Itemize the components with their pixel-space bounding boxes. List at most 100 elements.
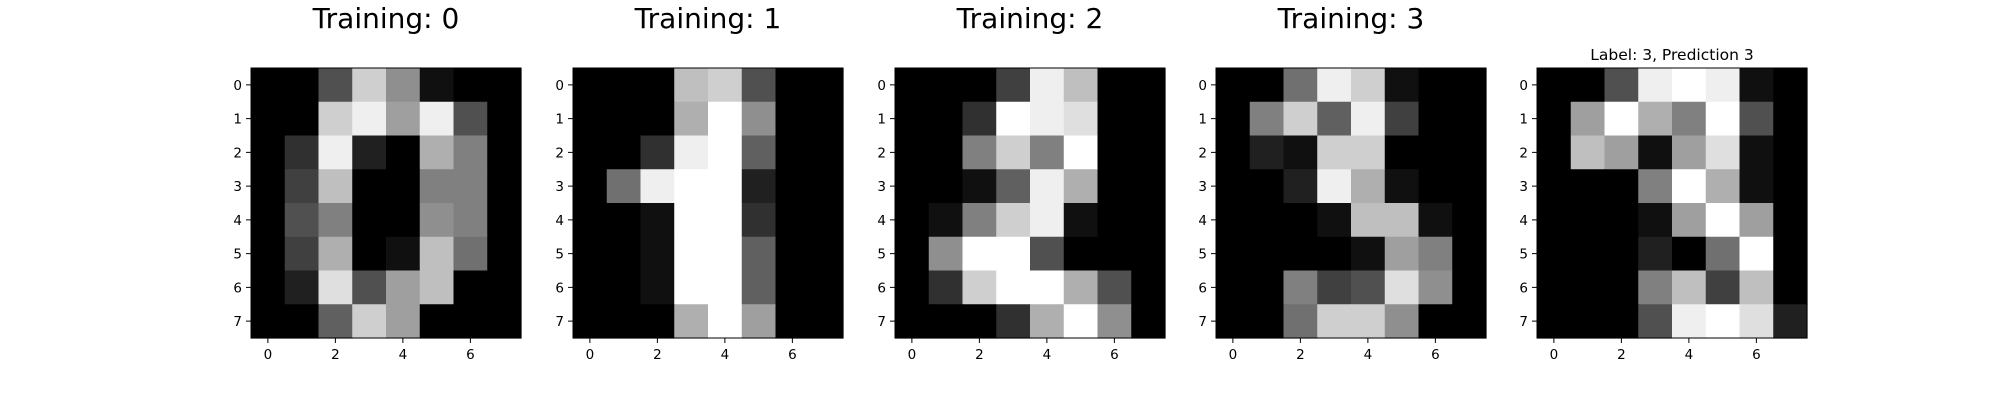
pixel-cell (1739, 135, 1774, 170)
pixel-cell (928, 68, 964, 103)
pixel-cell (1384, 101, 1420, 137)
pixel-cell (386, 304, 421, 339)
pixel-cell (1097, 203, 1132, 238)
y-tick-label: 0 (233, 78, 242, 94)
pixel-cell (352, 203, 387, 238)
pixel-cell (674, 68, 709, 103)
pixel-cell (1418, 270, 1453, 305)
pixel-cell (1283, 270, 1318, 305)
pixel-cell (1638, 169, 1673, 204)
pixel-cell (1249, 101, 1285, 137)
pixel-cell (251, 236, 286, 272)
pixel-cell (1384, 169, 1420, 204)
pixel-cell (928, 270, 964, 305)
pixel-cell (1773, 169, 1808, 204)
pixel-cell (1030, 270, 1065, 305)
pixel-cell (251, 304, 286, 339)
pixel-cell (928, 304, 964, 339)
pixel-cell (1131, 203, 1166, 238)
pixel-cell (606, 203, 642, 238)
pixel-cell (895, 304, 930, 339)
pixel-cell (453, 101, 488, 137)
pixel-cell (1570, 270, 1606, 305)
pixel-cell (352, 270, 387, 305)
pixel-cell (1672, 169, 1707, 204)
pixel-cell (1063, 203, 1099, 238)
pixel-cell (640, 270, 675, 305)
pixel-cell (928, 135, 964, 170)
digit-panel-3: Training: 3 0 1 2 3 4 5 6 7 0 2 4 6 (1198, 2, 1487, 363)
pixel-cell (1317, 304, 1352, 339)
pixel-cell (487, 169, 522, 204)
pixel-cell (1537, 203, 1572, 238)
y-tick-label: 4 (555, 213, 564, 229)
pixel-cell (1317, 169, 1352, 204)
pixel-cell (1638, 236, 1673, 272)
pixel-cell (1283, 169, 1318, 204)
pixel-cell (928, 169, 964, 204)
y-tick-label: 2 (233, 145, 242, 161)
y-tick-label: 1 (233, 112, 242, 128)
pixel-cell (1351, 169, 1386, 204)
pixel-cell (318, 68, 353, 103)
pixel-cell (1604, 236, 1639, 272)
pixel-cell (1030, 169, 1065, 204)
pixel-cell (1773, 101, 1808, 137)
pixel-cell (1672, 236, 1707, 272)
pixel-cell (352, 304, 387, 339)
pixel-cell (1452, 101, 1487, 137)
pixel-cell (606, 68, 642, 103)
x-tick-label: 4 (721, 347, 730, 363)
pixel-cell (996, 304, 1031, 339)
x-tick-label: 4 (1043, 347, 1052, 363)
y-tick-label: 2 (1519, 145, 1528, 161)
pixel-cell (251, 101, 286, 137)
pixel-cell (487, 68, 522, 103)
pixel-cell (1384, 270, 1420, 305)
y-tick-label: 2 (555, 145, 564, 161)
x-tick-label: 4 (399, 347, 408, 363)
pixel-cell (573, 68, 608, 103)
y-tick-label: 5 (1519, 247, 1528, 263)
pixel-cell (419, 101, 455, 137)
pixel-cell (674, 270, 709, 305)
axes-frame (1215, 67, 1487, 339)
pixel-cell (1739, 203, 1774, 238)
pixel-cell (809, 304, 844, 339)
pixel-cell (1773, 236, 1808, 272)
pixel-cell (352, 236, 387, 272)
pixel-cell (1537, 68, 1572, 103)
pixel-cell (1705, 203, 1741, 238)
pixel-cell (640, 304, 675, 339)
pixel-cell (1773, 203, 1808, 238)
pixel-cell (1638, 304, 1673, 339)
pixel-cell (606, 236, 642, 272)
pixel-cell (318, 203, 353, 238)
pixel-cell (1097, 169, 1132, 204)
pixel-cell (487, 236, 522, 272)
axes-frame (572, 67, 844, 339)
pixel-cell (895, 169, 930, 204)
pixel-cell (386, 270, 421, 305)
pixel-cell (1705, 236, 1741, 272)
pixel-cell (1705, 304, 1741, 339)
pixel-cell (1570, 68, 1606, 103)
pixel-cell (284, 68, 320, 103)
x-tick-label: 0 (908, 347, 917, 363)
pixel-cell (1638, 203, 1673, 238)
y-tick-label: 5 (233, 247, 242, 263)
pixel-cell (1418, 135, 1453, 170)
pixel-cell (1030, 135, 1065, 170)
y-tick-label: 1 (1198, 112, 1207, 128)
pixel-cell (1097, 270, 1132, 305)
pixel-cell (453, 203, 488, 238)
pixel-cell (1537, 101, 1572, 137)
pixel-cell (1638, 135, 1673, 170)
x-tick-label: 6 (1431, 347, 1440, 363)
pixel-cell (741, 236, 777, 272)
pixel-cell (1249, 135, 1285, 170)
pixel-cell (386, 101, 421, 137)
pixel-cell (775, 101, 810, 137)
pixel-cell (573, 236, 608, 272)
pixel-cell (419, 270, 455, 305)
